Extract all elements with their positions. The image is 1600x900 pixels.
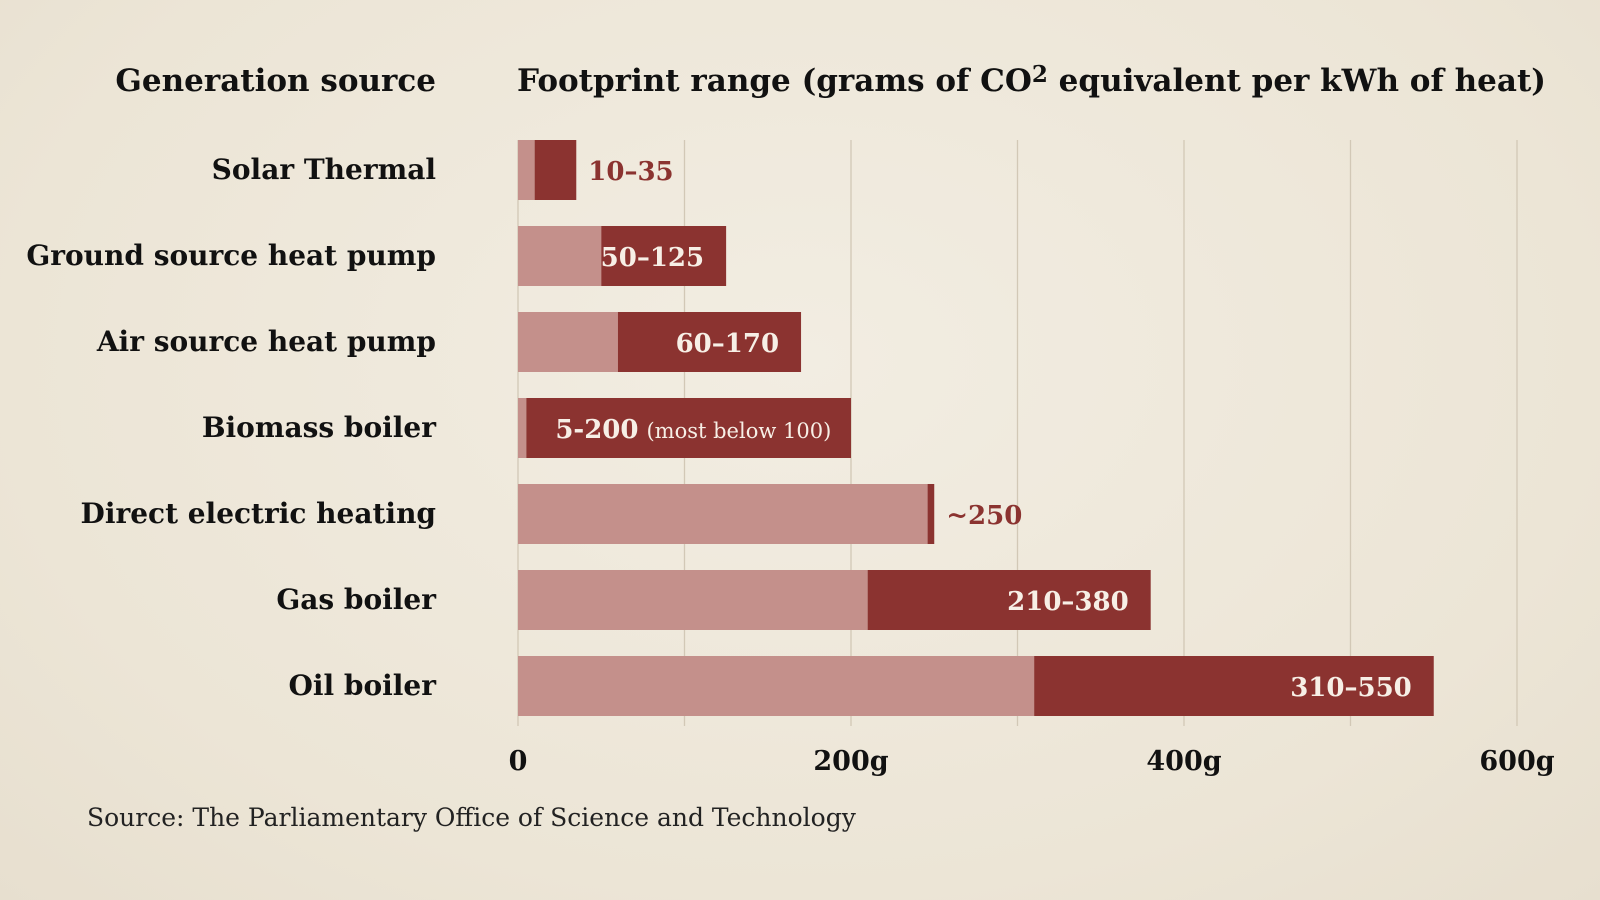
bars: Solar Thermal 10–35 Ground source heat pum… [26, 140, 1434, 716]
x-tick-label-0: 0 [509, 746, 528, 777]
bar-range-air-source-heat-pump [617, 312, 802, 372]
data-label-value-solar-thermal: 10–35 [588, 157, 673, 187]
data-label-value-gas-boiler: 210–380 [1007, 587, 1129, 617]
category-label-gas-boiler: Gas boiler [276, 583, 437, 616]
source-note: Source: The Parliamentary Office of Scie… [87, 803, 857, 832]
x-tick-label-200: 200g [813, 746, 888, 777]
bar-min-ground-source-heat-pump [518, 226, 602, 286]
bar-min-direct-electric-heating [518, 484, 928, 544]
bar-range-gas-boiler [867, 570, 1151, 630]
bar-range-solar-thermal [534, 140, 577, 200]
data-label-value-ground-source-heat-pump: 50–125 [601, 243, 704, 273]
data-label-biomass-boiler: 5-200 (most below 100) [555, 415, 831, 445]
data-label-value-air-source-heat-pump: 60–170 [676, 329, 779, 359]
data-label-air-source-heat-pump: 60–170 [676, 329, 779, 359]
x-axis-ticks: 0 200g 400g 600g [509, 746, 1555, 777]
x-tick-label-400: 400g [1146, 746, 1221, 777]
bar-min-biomass-boiler [518, 398, 527, 458]
chart-title-subscript: 2 [1032, 61, 1048, 88]
bar-range-oil-boiler [1034, 656, 1434, 716]
category-label-solar-thermal: Solar Thermal [212, 153, 436, 186]
chart-title-main: Footprint range (grams of CO [517, 63, 1032, 99]
data-label-value-direct-electric-heating: ~250 [946, 501, 1022, 531]
data-label-direct-electric-heating: ~250 [946, 501, 1022, 531]
category-label-oil-boiler: Oil boiler [288, 669, 437, 702]
data-label-gas-boiler: 210–380 [1007, 587, 1129, 617]
bar-min-oil-boiler [518, 656, 1035, 716]
category-label-ground-source-heat-pump: Ground source heat pump [26, 239, 436, 272]
bar-min-air-source-heat-pump [518, 312, 618, 372]
data-label-value-oil-boiler: 310–550 [1290, 673, 1412, 703]
bar-range-ground-source-heat-pump [601, 226, 727, 286]
bar-range-biomass-boiler [526, 398, 851, 458]
data-label-note-biomass-boiler: (most below 100) [646, 419, 831, 443]
bar-range-direct-electric-heating [927, 484, 935, 544]
data-label-oil-boiler: 310–550 [1290, 673, 1412, 703]
header-generation-source: Generation source [115, 63, 436, 99]
chart-title: Footprint range (grams of CO2 equivalent… [517, 61, 1546, 99]
data-label-ground-source-heat-pump: 50–125 [601, 243, 704, 273]
bar-min-gas-boiler [518, 570, 868, 630]
chart-title-end: equivalent per kWh of heat) [1048, 63, 1546, 99]
x-tick-label-600: 600g [1479, 746, 1554, 777]
category-label-direct-electric-heating: Direct electric heating [81, 497, 436, 530]
category-label-air-source-heat-pump: Air source heat pump [96, 325, 436, 358]
bar-min-solar-thermal [518, 140, 535, 200]
data-label-value-biomass-boiler: 5-200 [555, 415, 638, 445]
data-label-solar-thermal: 10–35 [588, 157, 673, 187]
category-label-biomass-boiler: Biomass boiler [202, 411, 437, 444]
